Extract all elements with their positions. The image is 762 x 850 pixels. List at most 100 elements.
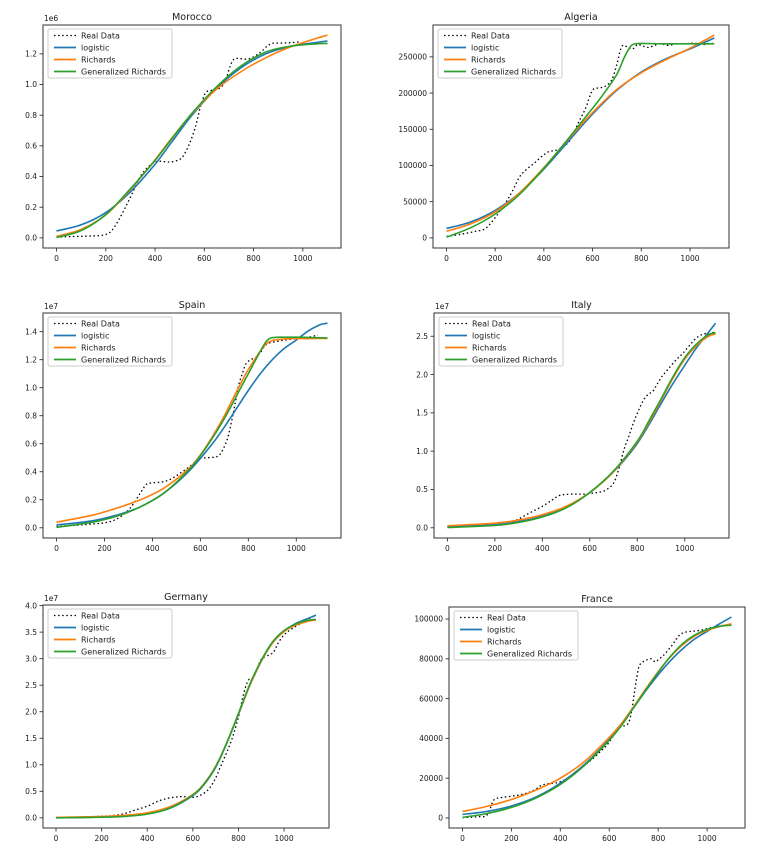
chart-algeria: 0 200 400 600 800 1000 0 50000 100000 150000 20000… [398, 12, 730, 263]
y-tick-label: 1.2 [25, 355, 37, 364]
series-real-data [56, 41, 301, 238]
x-tick-label: 400 [553, 834, 568, 843]
y-tick-label: 4.0 [25, 601, 37, 610]
legend-label: logistic [487, 625, 515, 634]
y-tick-label: 2.0 [416, 370, 428, 379]
plot-area [447, 322, 717, 529]
x-tick-label: 400 [145, 544, 160, 553]
series-generalized-richards [447, 332, 716, 529]
y-tick-label: 100000 [398, 161, 427, 170]
y-tick-label: 60000 [419, 694, 443, 703]
x-tick-label: 800 [246, 254, 261, 263]
x-tick-label: 400 [148, 254, 163, 263]
legend: Real Data logistic Richards Generalized Ric… [437, 28, 563, 79]
x-tick-label: 800 [231, 834, 246, 843]
legend-label: logistic [472, 331, 500, 340]
plot-area [55, 614, 317, 819]
x-tick-label: 1000 [275, 834, 294, 843]
chart-france: 0 200 400 600 800 1000 0 20000 40000 60000 80000 10… [414, 594, 746, 843]
legend: Real Data logistic Richards Generalized Ric… [453, 610, 579, 661]
x-tick-label: 0 [460, 834, 465, 843]
x-tick-label: 1000 [293, 254, 312, 263]
x-tick-label: 0 [444, 254, 449, 263]
axis-offset-label: 1e7 [44, 594, 58, 603]
y-tick-label: 150000 [398, 125, 427, 134]
axes-frame [432, 24, 730, 249]
legend-box [437, 28, 563, 79]
y-tick-label: 0.8 [25, 411, 37, 420]
legend-label: Generalized Richards [81, 67, 166, 76]
y-tick-label: 0.5 [416, 485, 428, 494]
x-tick-label: 400 [140, 834, 155, 843]
y-tick-label: 250000 [398, 53, 427, 62]
axis-offset-label: 1e7 [44, 302, 58, 311]
axes-frame [448, 606, 746, 829]
y-tick-label: 3.0 [25, 654, 37, 663]
series-real-data [55, 615, 317, 819]
x-tick-label: 600 [602, 834, 617, 843]
y-tick-label: 1.0 [25, 80, 37, 89]
axes-frame [42, 24, 342, 249]
y-tick-label: 200000 [398, 89, 427, 98]
legend-label: Real Data [81, 319, 120, 328]
legend-label: logistic [81, 623, 109, 632]
y-tick-label: 50000 [403, 197, 427, 206]
legend-label: Real Data [81, 31, 120, 40]
legend: Real Data logistic Richards Generalized Ric… [47, 608, 173, 659]
y-tick-label: 0.4 [25, 467, 37, 476]
y-tick-label: 0 [422, 234, 427, 243]
y-tick-label: 0.0 [25, 523, 37, 532]
x-tick-label: 200 [94, 834, 109, 843]
legend-label: Richards [81, 55, 116, 64]
x-tick-label: 0 [54, 834, 59, 843]
y-tick-label: 2.5 [416, 332, 428, 341]
plot-area [56, 34, 328, 239]
legend-label: logistic [81, 43, 109, 52]
x-tick-label: 200 [488, 254, 503, 263]
y-tick-label: 1.0 [25, 760, 37, 769]
chart-italy: 0 200 400 600 800 1000 0.0 0.5 1.0 1.5 2.0 2.5 1e7 It… [416, 300, 730, 553]
y-tick-label: 1.5 [416, 409, 428, 418]
x-tick-label: 200 [97, 544, 112, 553]
y-tick-label: 2.5 [25, 681, 37, 690]
chart-title: Spain [179, 300, 206, 311]
x-tick-label: 1000 [698, 834, 717, 843]
y-tick-label: 0.4 [25, 172, 37, 181]
x-tick-label: 800 [630, 544, 645, 553]
x-tick-label: 1000 [680, 254, 699, 263]
y-tick-label: 1.4 [25, 327, 37, 336]
y-tick-label: 1.5 [25, 734, 37, 743]
y-tick-label: 40000 [419, 734, 443, 743]
legend-label: Generalized Richards [81, 355, 166, 364]
legend-label: Real Data [81, 611, 120, 620]
chart-morocco: 0 200 400 600 800 1000 0.0 0.2 0.4 0.6 0.8 1.0 1.2 1e… [25, 12, 342, 263]
legend-box [47, 28, 173, 79]
x-tick-label: 600 [197, 254, 212, 263]
x-tick-label: 200 [99, 254, 114, 263]
y-tick-label: 0.0 [416, 523, 428, 532]
axis-offset-label: 1e6 [44, 14, 58, 23]
legend-label: Richards [487, 637, 522, 646]
legend-label: logistic [81, 331, 109, 340]
y-tick-label: 0.0 [25, 234, 37, 243]
x-tick-label: 1000 [675, 544, 694, 553]
y-tick-label: 100000 [414, 615, 443, 624]
x-tick-label: 200 [488, 544, 503, 553]
x-tick-label: 400 [537, 254, 552, 263]
y-tick-label: 0.8 [25, 111, 37, 120]
y-tick-label: 1.2 [25, 50, 37, 59]
legend-box [47, 608, 173, 659]
legend: Real Data logistic Richards Generalized Ric… [47, 28, 173, 79]
legend-label: Richards [81, 635, 116, 644]
series-generalized-richards [462, 624, 732, 819]
legend-box [438, 316, 564, 367]
x-tick-label: 200 [504, 834, 519, 843]
y-tick-label: 0.6 [25, 142, 37, 151]
y-tick-label: 80000 [419, 655, 443, 664]
y-tick-label: 2.0 [25, 707, 37, 716]
x-tick-label: 0 [445, 544, 450, 553]
y-tick-label: 0.6 [25, 439, 37, 448]
legend: Real Data logistic Richards Generalized Ric… [47, 316, 173, 367]
legend-label: Richards [471, 55, 506, 64]
x-tick-label: 600 [585, 254, 600, 263]
